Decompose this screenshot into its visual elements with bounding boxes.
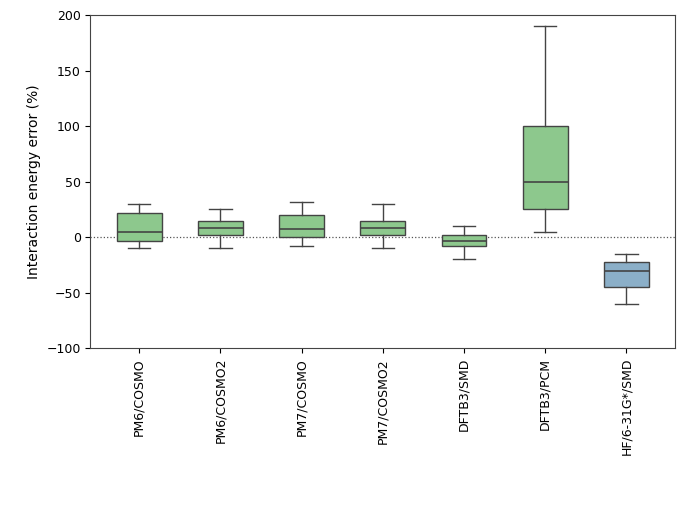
PathPatch shape: [442, 235, 487, 246]
PathPatch shape: [198, 221, 243, 235]
PathPatch shape: [279, 215, 324, 237]
PathPatch shape: [117, 213, 161, 241]
PathPatch shape: [604, 262, 649, 287]
PathPatch shape: [523, 126, 567, 209]
PathPatch shape: [361, 221, 405, 235]
Y-axis label: Interaction energy error (%): Interaction energy error (%): [27, 84, 41, 279]
